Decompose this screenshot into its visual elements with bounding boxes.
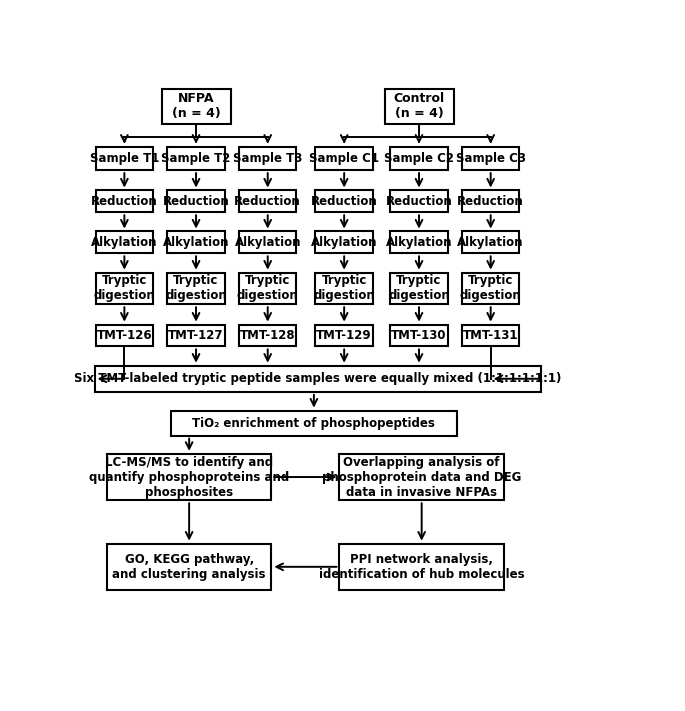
Bar <box>316 324 373 346</box>
Text: PPI network analysis,
identification of hub molecules: PPI network analysis, identification of … <box>319 553 525 581</box>
Text: Alkylation: Alkylation <box>234 236 301 249</box>
Text: Sample C2: Sample C2 <box>384 152 454 165</box>
Bar <box>107 543 271 590</box>
Text: TMT-130: TMT-130 <box>391 329 447 342</box>
Text: Overlapping analysis of
phosphoprotein data and DEG
data in invasive NFPAs: Overlapping analysis of phosphoprotein d… <box>322 456 521 498</box>
Text: Sample T2: Sample T2 <box>162 152 231 165</box>
Text: TMT-129: TMT-129 <box>316 329 372 342</box>
Bar <box>96 232 153 253</box>
Text: TiO₂ enrichment of phosphopeptides: TiO₂ enrichment of phosphopeptides <box>192 417 436 429</box>
Bar <box>316 146 373 170</box>
Text: TMT-127: TMT-127 <box>169 329 224 342</box>
Text: Reduction: Reduction <box>386 195 452 208</box>
Bar <box>462 324 519 346</box>
Text: Alkylation: Alkylation <box>458 236 524 249</box>
Text: TMT-126: TMT-126 <box>97 329 152 342</box>
Text: LC-MS/MS to identify and
quantify phosphoproteins and
phosphosites: LC-MS/MS to identify and quantify phosph… <box>89 456 289 498</box>
Bar <box>162 89 231 124</box>
Bar <box>316 272 373 304</box>
Bar <box>239 324 297 346</box>
Text: Tryptic
digestion: Tryptic digestion <box>237 274 299 302</box>
Bar <box>339 543 504 590</box>
Text: Reduction: Reduction <box>311 195 377 208</box>
Bar <box>390 272 448 304</box>
Bar <box>239 232 297 253</box>
Text: NFPA
(n = 4): NFPA (n = 4) <box>172 92 221 120</box>
Bar <box>167 324 225 346</box>
Text: Six TMT-labeled tryptic peptide samples were equally mixed (1:1:1:1:1:1): Six TMT-labeled tryptic peptide samples … <box>74 373 561 385</box>
Text: Reduction: Reduction <box>162 195 229 208</box>
Text: Alkylation: Alkylation <box>386 236 452 249</box>
Bar <box>316 191 373 213</box>
Text: Tryptic
digestion: Tryptic digestion <box>460 274 521 302</box>
Bar <box>96 272 153 304</box>
Text: Control
(n = 4): Control (n = 4) <box>393 92 445 120</box>
Bar <box>107 454 271 501</box>
Text: Tryptic
digestion: Tryptic digestion <box>94 274 155 302</box>
Bar <box>96 146 153 170</box>
Text: Alkylation: Alkylation <box>163 236 229 249</box>
Text: TMT-128: TMT-128 <box>240 329 295 342</box>
Bar <box>239 146 297 170</box>
Bar <box>167 232 225 253</box>
Bar <box>239 272 297 304</box>
Bar <box>171 410 458 436</box>
Bar <box>96 324 153 346</box>
Bar <box>390 191 448 213</box>
Text: Tryptic
digestion: Tryptic digestion <box>313 274 375 302</box>
Bar <box>96 191 153 213</box>
Text: Reduction: Reduction <box>234 195 301 208</box>
Bar <box>339 454 504 501</box>
Bar <box>167 146 225 170</box>
Text: Alkylation: Alkylation <box>311 236 377 249</box>
Text: GO, KEGG pathway,
and clustering analysis: GO, KEGG pathway, and clustering analysi… <box>112 553 266 581</box>
Text: Tryptic
digestion: Tryptic digestion <box>165 274 227 302</box>
Text: Reduction: Reduction <box>91 195 158 208</box>
Text: Sample C3: Sample C3 <box>456 152 525 165</box>
Bar <box>384 89 453 124</box>
Bar <box>390 324 448 346</box>
Bar <box>167 191 225 213</box>
Text: TMT-131: TMT-131 <box>463 329 519 342</box>
Text: Tryptic
digestion: Tryptic digestion <box>388 274 450 302</box>
Bar <box>316 232 373 253</box>
Bar <box>239 191 297 213</box>
Text: Sample T3: Sample T3 <box>233 152 302 165</box>
Bar <box>462 272 519 304</box>
Bar <box>462 232 519 253</box>
Bar <box>462 146 519 170</box>
Bar <box>95 365 540 392</box>
Text: Sample C1: Sample C1 <box>309 152 379 165</box>
Bar <box>167 272 225 304</box>
Text: Alkylation: Alkylation <box>91 236 158 249</box>
Bar <box>390 232 448 253</box>
Text: Sample T1: Sample T1 <box>90 152 159 165</box>
Text: Reduction: Reduction <box>458 195 524 208</box>
Bar <box>462 191 519 213</box>
Bar <box>390 146 448 170</box>
